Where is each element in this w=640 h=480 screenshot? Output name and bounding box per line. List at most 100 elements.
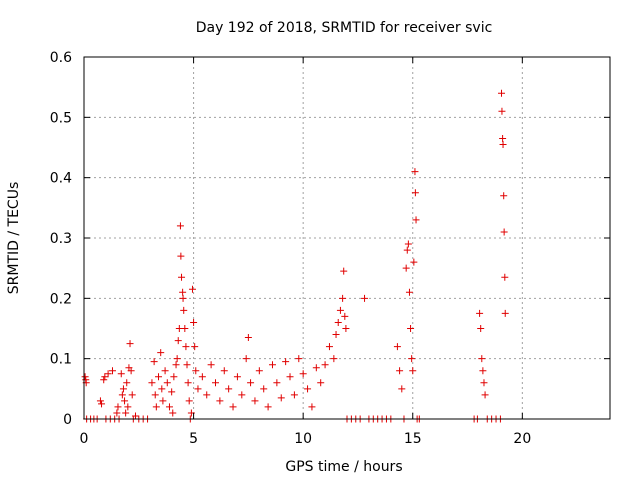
data-point — [312, 364, 320, 372]
data-point — [251, 397, 259, 405]
data-point — [479, 367, 487, 375]
data-point — [229, 403, 237, 411]
data-point — [118, 391, 126, 399]
data-point — [498, 89, 506, 97]
data-point — [179, 294, 187, 302]
x-axis-ticks: 0 5 10 15 20 — [80, 57, 531, 447]
data-point — [174, 337, 182, 345]
data-point — [341, 312, 349, 320]
y-tick-label: 0 — [63, 412, 72, 428]
data-point — [182, 343, 190, 351]
data-point — [409, 367, 417, 375]
data-point — [499, 140, 507, 148]
data-point — [163, 379, 171, 387]
data-point — [290, 391, 298, 399]
data-point — [299, 370, 307, 378]
data-point — [158, 385, 166, 393]
x-tick-label: 5 — [189, 431, 198, 447]
data-point — [113, 409, 121, 417]
data-point — [336, 306, 344, 314]
data-point — [169, 409, 177, 417]
data-point — [410, 258, 418, 266]
data-point — [170, 373, 178, 381]
data-point — [122, 409, 130, 417]
plot-frame — [83, 56, 611, 420]
data-point — [361, 294, 369, 302]
data-point — [317, 379, 325, 387]
y-tick-label: 0.2 — [50, 291, 72, 307]
data-point — [155, 373, 163, 381]
data-point — [402, 264, 410, 272]
data-point — [176, 222, 184, 230]
data-point — [172, 361, 180, 369]
data-point — [225, 385, 233, 393]
data-point — [268, 361, 276, 369]
data-point — [124, 403, 132, 411]
data-point — [185, 397, 193, 405]
data-point — [342, 325, 350, 332]
data-point — [411, 168, 419, 176]
data-point — [114, 403, 122, 411]
data-point — [273, 379, 281, 387]
data-point — [481, 391, 489, 399]
data-point — [157, 349, 165, 357]
data-point — [286, 373, 294, 381]
x-tick-label: 0 — [80, 431, 89, 447]
data-point — [121, 397, 129, 405]
data-point — [242, 355, 250, 363]
data-point — [127, 367, 135, 375]
data-point — [104, 370, 112, 378]
data-point — [161, 367, 169, 375]
data-point — [396, 367, 404, 375]
data-point — [501, 273, 509, 281]
data-point — [478, 355, 486, 363]
data-point — [132, 412, 140, 420]
data-point — [330, 355, 338, 363]
data-point — [499, 134, 507, 142]
data-point — [188, 285, 196, 293]
data-point — [501, 309, 509, 317]
data-point — [412, 216, 420, 224]
data-point — [260, 385, 268, 393]
data-point — [179, 288, 187, 296]
data-point — [233, 373, 241, 381]
data-point — [308, 403, 316, 411]
data-point — [247, 379, 255, 387]
data-point — [405, 288, 413, 296]
data-point — [181, 325, 189, 332]
data-point — [177, 252, 185, 260]
data-point — [117, 370, 125, 378]
data-point — [128, 391, 136, 399]
data-point — [96, 397, 104, 405]
data-point — [183, 361, 191, 369]
data-point — [119, 385, 127, 393]
data-point — [408, 355, 416, 363]
data-point — [216, 397, 224, 405]
data-point — [277, 394, 285, 402]
data-point — [212, 379, 219, 387]
data-point — [238, 391, 246, 399]
x-tick-label: 20 — [513, 431, 531, 447]
data-point — [220, 367, 228, 375]
data-point — [148, 379, 156, 387]
data-point — [192, 367, 200, 375]
y-tick-label: 0.1 — [50, 352, 72, 368]
data-point — [282, 358, 290, 366]
chart-title: Day 192 of 2018, SRMTID for receiver svi… — [196, 20, 493, 36]
data-point — [187, 409, 195, 417]
data-point — [332, 331, 340, 339]
data-point — [498, 107, 506, 115]
data-point — [500, 192, 508, 200]
data-point — [480, 379, 488, 387]
data-point — [244, 334, 252, 342]
y-tick-label: 0.3 — [50, 231, 72, 247]
data-point — [334, 318, 342, 326]
data-point — [190, 318, 198, 326]
data-point — [180, 306, 188, 314]
data-point — [198, 373, 206, 381]
data-point — [152, 403, 160, 411]
data-point — [340, 267, 348, 275]
x-tick-label: 10 — [294, 431, 312, 447]
data-point — [191, 343, 199, 351]
